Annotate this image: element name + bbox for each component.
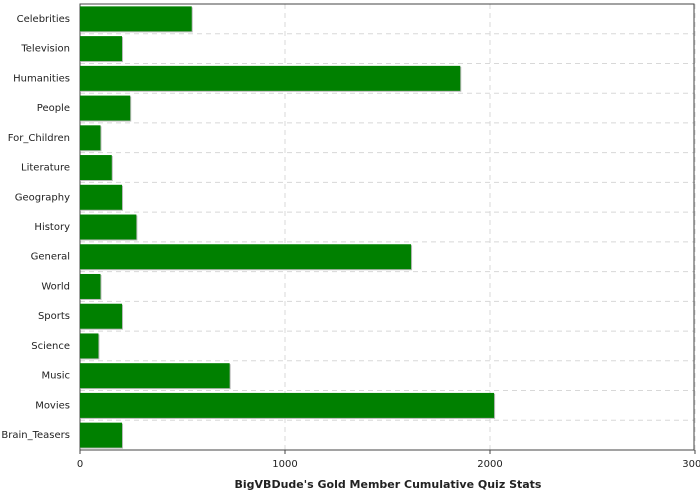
y-tick-label: Brain_Teasers bbox=[1, 430, 70, 441]
bar bbox=[80, 244, 412, 270]
bar bbox=[80, 95, 131, 121]
y-tick-label: Television bbox=[20, 44, 70, 55]
y-tick-label: Geography bbox=[15, 192, 70, 203]
bar bbox=[80, 65, 461, 91]
bar bbox=[80, 125, 101, 151]
y-tick-label: Science bbox=[31, 341, 70, 352]
bar bbox=[80, 303, 123, 329]
y-tick-label: Sports bbox=[38, 311, 70, 322]
bar bbox=[80, 422, 123, 448]
bar bbox=[80, 155, 112, 181]
x-tick-label: 1000 bbox=[272, 459, 297, 470]
y-tick-label: Celebrities bbox=[17, 14, 70, 25]
bar bbox=[80, 6, 192, 32]
bar bbox=[80, 333, 99, 359]
y-tick-label: History bbox=[34, 222, 70, 233]
bar bbox=[80, 273, 101, 299]
y-tick-label: Literature bbox=[21, 163, 70, 174]
x-axis-title: BigVBDude's Gold Member Cumulative Quiz … bbox=[235, 478, 542, 491]
bar bbox=[80, 184, 123, 210]
bar bbox=[80, 392, 495, 418]
y-tick-label: Movies bbox=[35, 400, 70, 411]
bar bbox=[80, 214, 137, 240]
y-tick-label: World bbox=[41, 281, 70, 292]
x-tick-label: 3000 bbox=[682, 459, 700, 470]
y-tick-label: For_Children bbox=[8, 133, 70, 144]
x-tick-label: 0 bbox=[77, 459, 83, 470]
y-tick-label: Music bbox=[42, 371, 70, 382]
y-tick-label: General bbox=[31, 252, 70, 263]
y-tick-label: Humanities bbox=[13, 73, 70, 84]
bar bbox=[80, 363, 230, 389]
x-tick-label: 2000 bbox=[477, 459, 502, 470]
y-tick-label: People bbox=[37, 103, 70, 114]
bar bbox=[80, 36, 123, 62]
